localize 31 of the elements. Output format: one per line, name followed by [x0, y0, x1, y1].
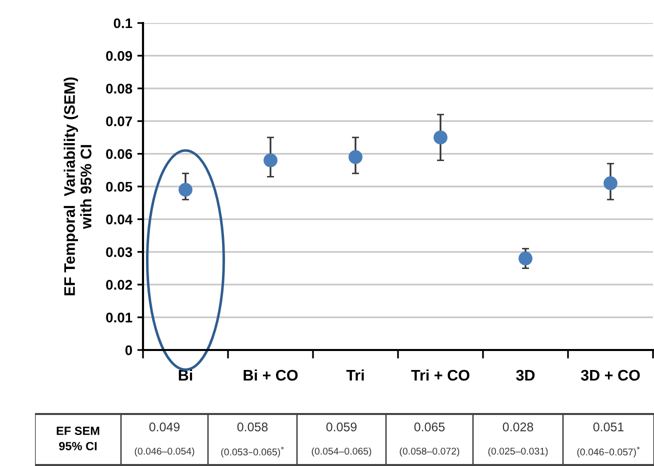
y-tick-label: 0.04: [106, 214, 133, 224]
point: [264, 153, 278, 168]
text: 0.065 (0.058–0.072): [400, 422, 460, 457]
y-tick-label: 0: [125, 345, 132, 356]
y-tick-label: 0.03: [106, 247, 132, 258]
x-tick-label: 3D + CO: [580, 370, 640, 381]
y-tick-label: 0.09: [106, 51, 132, 61]
y-tick-label: 0.08: [106, 84, 132, 94]
text: 0.058 (0.053–0.065)$^{*}$: [221, 422, 284, 458]
y-tick-label: 0.07: [106, 116, 132, 126]
x-tick-label: Bi: [178, 369, 192, 381]
point: [348, 150, 362, 164]
x-tick-label: Bi + CO: [244, 369, 298, 381]
x-tick-label: Tri: [346, 369, 364, 381]
point: [178, 182, 192, 197]
point: [518, 251, 532, 266]
point: [604, 176, 618, 190]
y-tick-label: 0.02: [106, 280, 132, 290]
text: 0.049 (0.046–0.054): [134, 422, 194, 457]
y-tick-label: 0.05: [106, 182, 132, 192]
text: 0.028 (0.025–0.031): [488, 422, 548, 457]
text: 0.051 (0.046–0.057)$^{*}$: [577, 422, 640, 458]
x-tick-label: Tri + CO: [411, 369, 470, 381]
y-tick-label: 0.01: [106, 312, 132, 322]
y-tick-label: 0.1: [114, 18, 132, 28]
y-axis-title: EF Temporal Variability (SEM) with 95% CI: [64, 77, 92, 296]
point: [434, 130, 448, 144]
text: EF SEM 95% CI: [56, 426, 100, 450]
text: 0.059 (0.054–0.065): [312, 422, 372, 457]
y-tick-label: 0.06: [106, 149, 132, 159]
x-tick-label: 3D: [516, 370, 535, 381]
